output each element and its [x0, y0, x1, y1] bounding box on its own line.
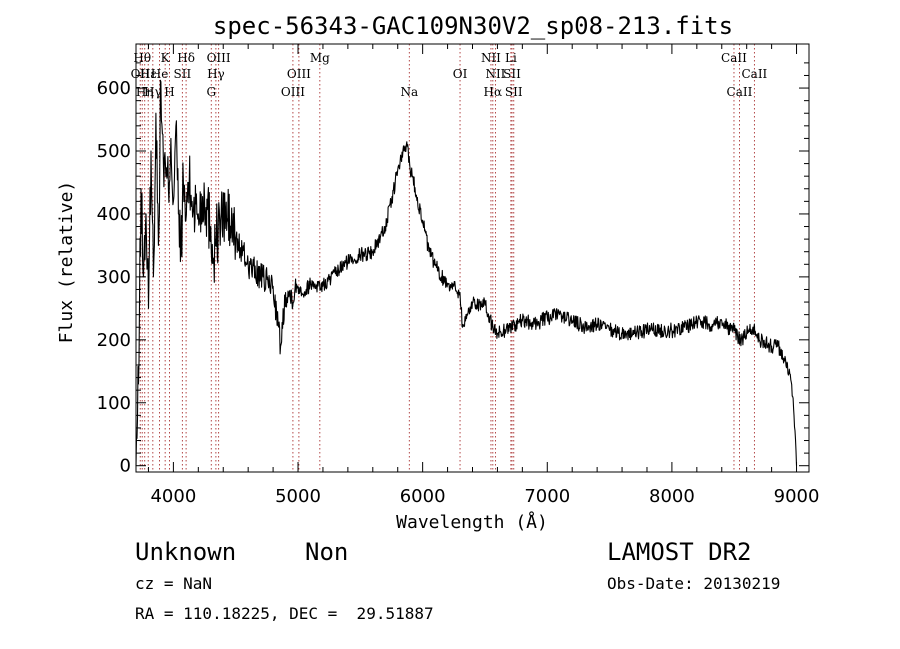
emission-line-labels: HθOIIHηHεHγHeKHSIIHδGHγOIIIOIIIOIIIMgNaO…	[131, 51, 768, 99]
x-axis-label: Wavelength (Å)	[396, 511, 548, 533]
y-tick-label: 500	[97, 141, 131, 162]
x-tick-label: 6000	[400, 486, 446, 507]
line-label: NII	[485, 67, 505, 81]
line-label: CaII	[727, 85, 753, 99]
x-tick-label: 9000	[774, 486, 820, 507]
y-tick-label: 400	[97, 204, 131, 225]
x-tick-label: 8000	[649, 486, 695, 507]
chart-title: spec-56343-GAC109N30V2_sp08-213.fits	[213, 12, 733, 40]
plot-frame	[135, 43, 810, 473]
y-tick-label: 200	[97, 330, 131, 351]
line-label: Hδ	[177, 51, 195, 65]
x-tick-label: 5000	[275, 486, 321, 507]
line-label: Hγ	[144, 85, 162, 99]
line-label: NII	[481, 51, 501, 65]
line-label: CaII	[741, 67, 767, 81]
line-label: Mg	[310, 51, 330, 65]
object-subclass: Non	[305, 538, 349, 566]
x-axis-ticks: 4000 5000 6000 7000 8000 9000	[147, 44, 820, 507]
y-axis-label: Flux (relative)	[56, 181, 77, 344]
spectrum-line	[135, 79, 798, 466]
line-label: He	[151, 67, 169, 81]
line-label: K	[161, 51, 171, 65]
object-class: Unknown	[135, 538, 237, 566]
line-label: OII	[131, 67, 151, 81]
line-label: OIII	[281, 85, 305, 99]
observation-date: Obs-Date: 20130219	[607, 574, 781, 593]
y-tick-label: 600	[97, 78, 131, 99]
y-axis-ticks: 0 100 200 300 400 500 600	[97, 62, 809, 477]
line-label: Hγ	[207, 67, 225, 81]
emission-line-markers	[139, 44, 755, 472]
line-label: Hθ	[133, 51, 151, 65]
y-tick-label: 0	[120, 456, 131, 477]
y-tick-label: 100	[97, 393, 131, 414]
line-label: SII	[174, 67, 192, 81]
line-label: G	[206, 85, 216, 99]
line-label: SII	[505, 85, 523, 99]
line-label: Hε	[140, 67, 157, 81]
line-label: OIII	[287, 67, 311, 81]
line-label: CaII	[721, 51, 747, 65]
survey-name: LAMOST DR2	[607, 538, 752, 566]
y-tick-label: 300	[97, 267, 131, 288]
ra-dec: RA = 110.18225, DEC = 29.51887	[135, 604, 434, 623]
line-label: Na	[400, 85, 418, 99]
line-label: OI	[453, 67, 468, 81]
line-label: H	[164, 85, 174, 99]
x-tick-label: 7000	[524, 486, 570, 507]
line-label: Hα	[484, 85, 503, 99]
x-tick-label: 4000	[150, 486, 196, 507]
line-label: SII	[503, 67, 521, 81]
redshift-cz: cz = NaN	[135, 574, 213, 593]
line-label: Li	[505, 51, 517, 65]
line-label: OIII	[207, 51, 231, 65]
